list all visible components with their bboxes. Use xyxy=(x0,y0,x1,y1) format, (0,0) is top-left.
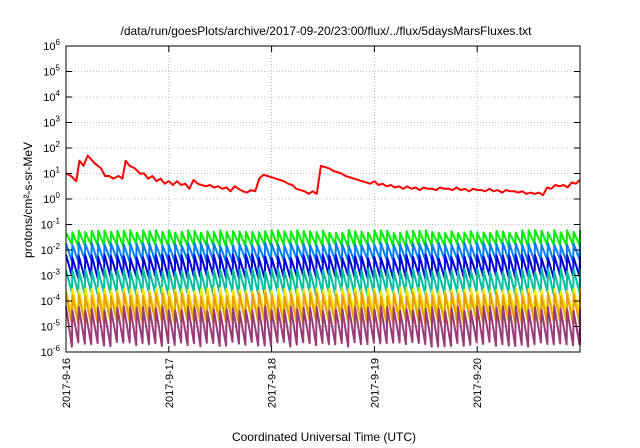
y-tick-label: 100 xyxy=(43,191,60,206)
y-tick-label: 103 xyxy=(43,115,60,130)
x-axis: 2017-9-16 2017-9-17 2017-9-18 2017-9-19 2017… xyxy=(61,46,484,408)
y-tick-label: 10-6 xyxy=(41,344,61,359)
series-line-1 xyxy=(65,229,581,249)
y-tick-label: 102 xyxy=(43,140,60,155)
chart-title: /data/run/goesPlots/archive/2017-09-20/2… xyxy=(121,24,533,38)
y-tick-label: 105 xyxy=(43,64,60,79)
y-tick-label: 10-5 xyxy=(41,319,61,334)
y-tick-label: 104 xyxy=(43,89,60,104)
series-line-4 xyxy=(65,267,581,297)
x-tick-label: 2017-9-20 xyxy=(472,358,484,408)
y-tick-label: 101 xyxy=(43,166,60,181)
x-tick-label: 2017-9-19 xyxy=(369,358,381,408)
y-tick-label: 106 xyxy=(43,38,60,53)
y-tick-label: 10-2 xyxy=(41,242,61,257)
series-line-7 xyxy=(65,305,581,348)
y-axis: 10-6 10-5 10-4 10-3 10-2 10-1 100 101 102 103 104 1… xyxy=(41,38,580,359)
y-tick-label: 10-3 xyxy=(41,268,61,283)
series-line-3 xyxy=(65,253,581,280)
series-line-0 xyxy=(65,154,581,197)
x-tick-label: 2017-9-16 xyxy=(61,358,73,408)
y-tick-label: 10-4 xyxy=(41,293,61,308)
x-tick-label: 2017-9-18 xyxy=(267,358,279,408)
x-axis-label: Coordinated Universal Time (UTC) xyxy=(232,430,416,444)
x-tick-label: 2017-9-17 xyxy=(164,358,176,408)
plot-area xyxy=(65,154,581,348)
y-tick-label: 10-1 xyxy=(41,217,61,232)
series-line-6 xyxy=(65,291,581,326)
series-line-2 xyxy=(65,241,581,264)
y-axis-label: protons/cm²-s-sr-MeV xyxy=(21,142,35,258)
